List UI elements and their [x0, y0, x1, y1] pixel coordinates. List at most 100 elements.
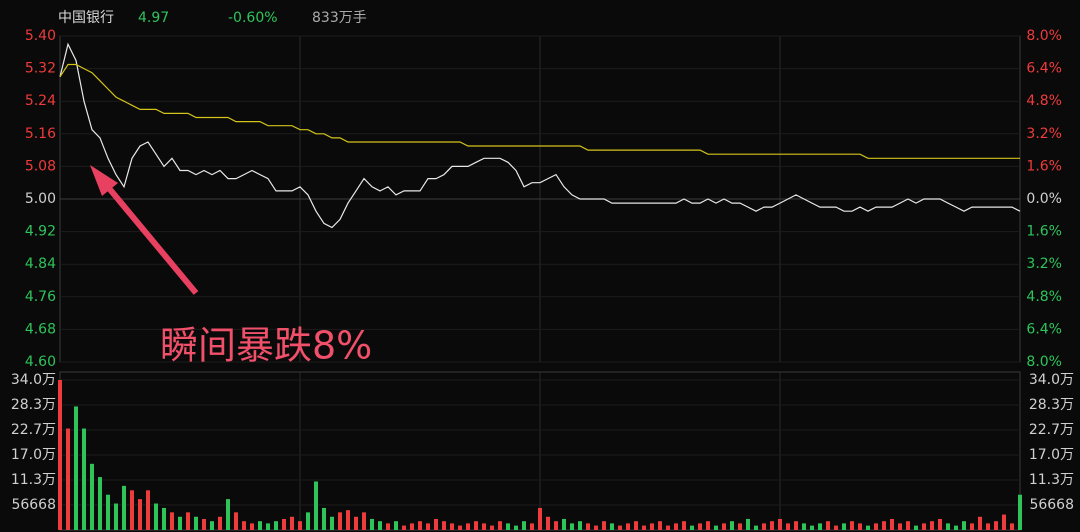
volume-bar — [770, 521, 774, 530]
volume-bar — [242, 521, 246, 530]
y2-tick-label: 1.6% — [1026, 158, 1062, 174]
volume-bar — [250, 523, 254, 530]
volume-bar — [474, 521, 478, 530]
volume-bar — [610, 523, 614, 530]
volume-bar — [290, 516, 294, 530]
y2-tick-label: 8.0% — [1026, 354, 1062, 370]
volume-bar — [938, 518, 942, 530]
volume-bar — [874, 523, 878, 530]
volume-bar — [850, 521, 854, 530]
y-tick-label: 4.76 — [25, 289, 56, 305]
volume-bar — [794, 521, 798, 530]
volume-bar — [170, 512, 174, 530]
volume-bar — [738, 523, 742, 530]
volume-bar — [266, 523, 270, 530]
volume-bar — [410, 523, 414, 530]
volume-bar — [786, 523, 790, 530]
volume-bar — [946, 523, 950, 530]
volume-bar — [1002, 514, 1006, 530]
volume-bar — [970, 523, 974, 530]
volume-bar — [522, 521, 526, 530]
volume-bar — [146, 490, 150, 530]
volume-bar — [602, 521, 606, 530]
volume-bar — [442, 521, 446, 530]
volume-bar — [778, 518, 782, 530]
volume-bar — [482, 523, 486, 530]
volume-bar — [74, 406, 78, 530]
volume-bar — [58, 380, 62, 530]
volume-bar — [682, 521, 686, 530]
volume-bar — [962, 521, 966, 530]
arrow-head — [90, 165, 118, 196]
volume-bar — [258, 521, 262, 530]
volume-bar — [642, 525, 646, 530]
y-tick-label: 5.08 — [25, 158, 56, 174]
y-tick-label: 5.16 — [25, 126, 56, 142]
volume-bar — [234, 512, 238, 530]
volume-bar — [986, 523, 990, 530]
volume-bar — [562, 518, 566, 530]
volume-bar — [754, 525, 758, 530]
price-line — [59, 63, 1020, 159]
volume-bar — [722, 523, 726, 530]
y2-tick-label: 6.4% — [1026, 321, 1062, 337]
volume-bar — [138, 499, 142, 530]
y-tick-label: 34.0万 — [11, 372, 56, 388]
volume-bar — [578, 521, 582, 530]
volume-bar — [954, 525, 958, 530]
volume-bar — [690, 525, 694, 530]
volume-bar — [826, 521, 830, 530]
volume-bar — [82, 428, 86, 530]
y-tick-label: 4.92 — [25, 224, 56, 240]
volume-bar — [762, 523, 766, 530]
volume-bar — [1018, 494, 1022, 530]
volume-bar — [66, 428, 70, 530]
volume-bar — [322, 507, 326, 530]
volume-bar — [586, 523, 590, 530]
volume-bar — [546, 516, 550, 530]
y2-tick-label: 1.6% — [1026, 224, 1062, 240]
volume-bar — [802, 523, 806, 530]
change: -0.60% — [228, 10, 278, 26]
volume-bar — [866, 525, 870, 530]
volume-bar — [554, 521, 558, 530]
volume-bar — [626, 523, 630, 530]
volume-bar — [842, 523, 846, 530]
volume-bar — [906, 521, 910, 530]
volume-bar — [354, 516, 358, 530]
volume-bar — [106, 494, 110, 530]
volume-bar — [458, 525, 462, 530]
y-tick-label: 5.24 — [25, 93, 56, 109]
stock-name: 中国银行 — [58, 10, 114, 26]
volume-bar — [114, 503, 118, 530]
volume-bar — [882, 521, 886, 530]
volume-bar — [338, 512, 342, 530]
volume-bar — [218, 516, 222, 530]
volume-bar — [714, 525, 718, 530]
volume-bar — [346, 510, 350, 530]
volume-bar — [378, 521, 382, 530]
volume-bar — [1010, 523, 1014, 530]
volume-bar — [162, 507, 166, 530]
volume-bar — [818, 523, 822, 530]
volume-bar — [498, 521, 502, 530]
volume-bar — [890, 518, 894, 530]
y-tick-label: 4.60 — [25, 354, 56, 370]
volume-bar — [186, 512, 190, 530]
volume-bar — [994, 521, 998, 530]
plot: 5.40 5.32 5.24 5.16 5.08 5.00 4.92 4.84 4.76 4.68… — [11, 28, 1074, 530]
y-tick-label-right: 11.3万 — [1029, 472, 1074, 488]
volume-bar — [834, 525, 838, 530]
volume-bar — [370, 518, 374, 530]
y-tick-label: 28.3万 — [11, 397, 56, 413]
volume-bar — [650, 523, 654, 530]
y-tick-label: 4.84 — [25, 256, 56, 272]
volume-bar — [314, 481, 318, 530]
volume-bar — [154, 503, 158, 530]
volume-bar — [666, 525, 670, 530]
volume-bar — [914, 525, 918, 530]
volume-bar — [298, 521, 302, 530]
y2-tick-label: 4.8% — [1026, 289, 1062, 305]
